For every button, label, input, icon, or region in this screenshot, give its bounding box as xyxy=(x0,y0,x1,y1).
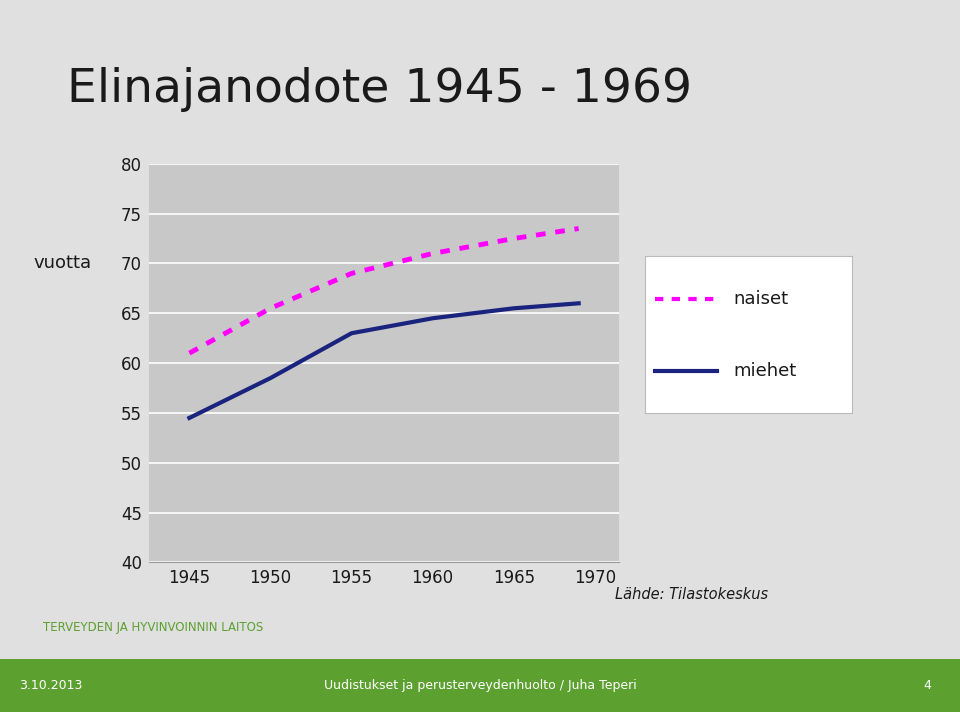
Text: 4: 4 xyxy=(924,679,931,692)
Text: 3.10.2013: 3.10.2013 xyxy=(19,679,83,692)
Text: TERVEYDEN JA HYVINVOINNIN LAITOS: TERVEYDEN JA HYVINVOINNIN LAITOS xyxy=(43,622,263,634)
Text: naiset: naiset xyxy=(733,290,789,308)
Text: Uudistukset ja perusterveydenhuolto / Juha Teperi: Uudistukset ja perusterveydenhuolto / Ju… xyxy=(324,679,636,692)
Text: Lähde: Tilastokeskus: Lähde: Tilastokeskus xyxy=(614,587,768,602)
Text: Elinajanodote 1945 - 1969: Elinajanodote 1945 - 1969 xyxy=(67,66,692,112)
Text: miehet: miehet xyxy=(733,362,797,379)
Text: vuotta: vuotta xyxy=(34,254,91,273)
